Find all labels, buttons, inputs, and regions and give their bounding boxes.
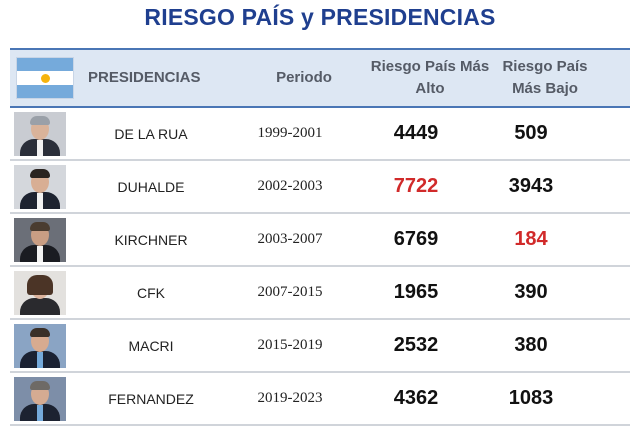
- riesgo-alto-value: 1965: [393, 281, 439, 303]
- president-photo: [14, 217, 66, 262]
- president-photo: [14, 323, 66, 368]
- period: 1999-2001: [257, 125, 323, 141]
- riesgo-alto-value: 2532: [393, 334, 439, 356]
- president-photo: [14, 164, 66, 209]
- president-name: DUHALDE: [117, 178, 185, 195]
- riesgo-alto-value: 4362: [393, 387, 439, 409]
- riesgo-bajo-value: 380: [514, 334, 548, 356]
- riesgo-bajo-value: 509: [514, 122, 548, 144]
- table-row: FERNANDEZ 2019-2023 4362 1083: [10, 373, 630, 426]
- table-row: DUHALDE 2002-2003 7722 3943: [10, 161, 630, 214]
- header-riesgo-bajo: Riesgo País Más Bajo: [502, 58, 588, 97]
- president-photo: [14, 376, 66, 421]
- table-row: CFK 2007-2015 1965 390: [10, 267, 630, 320]
- table-row: KIRCHNER 2003-2007 6769 184: [10, 214, 630, 267]
- period: 2003-2007: [257, 231, 323, 247]
- page-title: RIESGO PAÍS y PRESIDENCIAS: [144, 4, 496, 30]
- riesgo-bajo-value: 3943: [508, 175, 554, 197]
- president-name: KIRCHNER: [114, 231, 188, 248]
- table-row: DE LA RUA 1999-2001 4449 509: [10, 108, 630, 161]
- president-photo: [14, 270, 66, 315]
- riesgo-bajo-value: 184: [514, 228, 548, 250]
- header-periodo: Periodo: [276, 69, 332, 86]
- table-header: PRESIDENCIAS Periodo Riesgo País Más Alt…: [10, 48, 630, 108]
- president-name: MACRI: [128, 337, 174, 354]
- period: 2002-2003: [257, 178, 323, 194]
- riesgo-bajo-value: 390: [514, 281, 548, 303]
- president-photo: [14, 111, 66, 156]
- header-riesgo-alto: Riesgo País Más Alto: [370, 58, 490, 97]
- president-name: DE LA RUA: [114, 125, 188, 142]
- table-row: MACRI 2015-2019 2532 380: [10, 320, 630, 373]
- presidencies-table: PRESIDENCIAS Periodo Riesgo País Más Alt…: [10, 48, 630, 426]
- riesgo-alto-value: 7722: [393, 175, 439, 197]
- argentina-flag-icon: [16, 57, 74, 99]
- period: 2015-2019: [257, 337, 323, 353]
- riesgo-alto-value: 4449: [393, 122, 439, 144]
- period: 2007-2015: [257, 284, 323, 300]
- header-presidencias: PRESIDENCIAS: [88, 69, 201, 86]
- riesgo-bajo-value: 1083: [508, 387, 554, 409]
- riesgo-alto-value: 6769: [393, 228, 439, 250]
- president-name: FERNANDEZ: [108, 390, 194, 407]
- period: 2019-2023: [257, 390, 323, 406]
- president-name: CFK: [137, 284, 165, 301]
